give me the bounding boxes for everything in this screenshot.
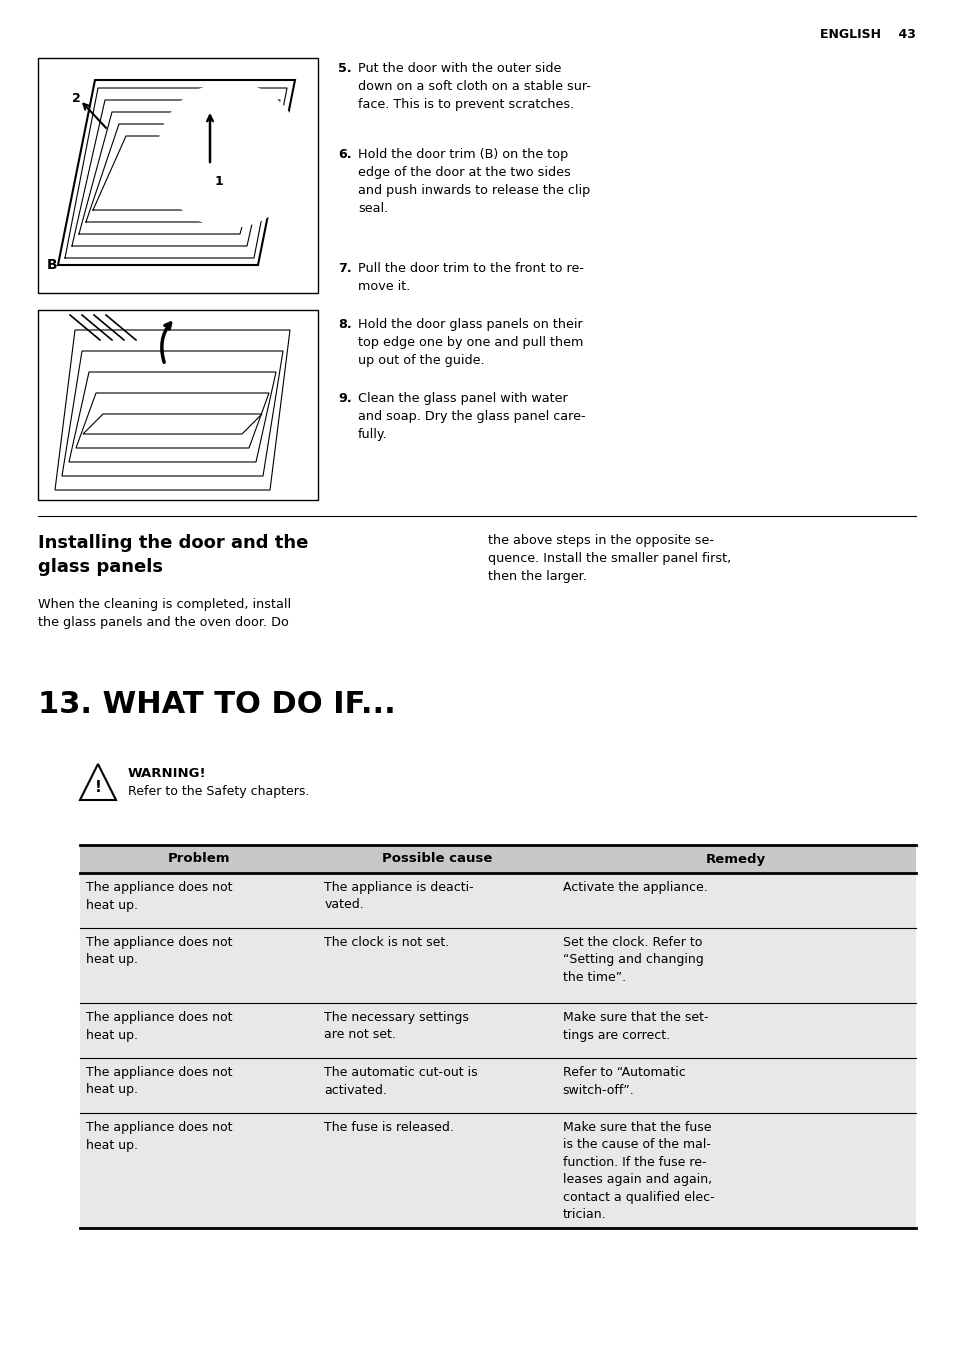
Text: Put the door with the outer side
down on a soft cloth on a stable sur-
face. Thi: Put the door with the outer side down on… [357, 62, 590, 111]
Text: The appliance does not
heat up.: The appliance does not heat up. [86, 1011, 233, 1041]
Bar [80, 1003, 915, 1059]
Bar [80, 873, 915, 927]
Text: Make sure that the set-
tings are correct.: Make sure that the set- tings are correc… [562, 1011, 707, 1041]
Circle shape [158, 82, 302, 227]
Bar [80, 845, 915, 873]
Text: 8.: 8. [337, 318, 352, 331]
Text: Refer to the Safety chapters.: Refer to the Safety chapters. [128, 786, 309, 798]
Text: Installing the door and the
glass panels: Installing the door and the glass panels [38, 534, 308, 576]
Text: 7.: 7. [337, 262, 352, 274]
Text: The appliance does not
heat up.: The appliance does not heat up. [86, 1065, 233, 1096]
Text: Clean the glass panel with water
and soap. Dry the glass panel care-
fully.: Clean the glass panel with water and soa… [357, 392, 585, 441]
Bar [80, 927, 915, 1003]
Polygon shape [55, 330, 290, 489]
Text: 13. WHAT TO DO IF...: 13. WHAT TO DO IF... [38, 690, 395, 719]
Text: WARNING!: WARNING! [128, 767, 207, 780]
Text: The necessary settings
are not set.: The necessary settings are not set. [324, 1011, 469, 1041]
Text: The fuse is released.: The fuse is released. [324, 1121, 454, 1134]
Text: 2: 2 [71, 92, 81, 105]
Text: 6.: 6. [337, 147, 351, 161]
Text: !: ! [94, 780, 101, 795]
Text: When the cleaning is completed, install
the glass panels and the oven door. Do: When the cleaning is completed, install … [38, 598, 291, 629]
Polygon shape [76, 393, 269, 448]
Text: Make sure that the fuse
is the cause of the mal-
function. If the fuse re-
lease: Make sure that the fuse is the cause of … [562, 1121, 714, 1221]
Text: the above steps in the opposite se-
quence. Install the smaller panel first,
the: the above steps in the opposite se- quen… [488, 534, 731, 583]
Text: Set the clock. Refer to
“Setting and changing
the time”.: Set the clock. Refer to “Setting and cha… [562, 936, 702, 984]
Text: Hold the door glass panels on their
top edge one by one and pull them
up out of : Hold the door glass panels on their top … [357, 318, 583, 366]
Text: The appliance does not
heat up.: The appliance does not heat up. [86, 882, 233, 911]
Polygon shape [69, 372, 275, 462]
Text: 9.: 9. [337, 392, 352, 406]
Text: Possible cause: Possible cause [382, 853, 492, 865]
Bar [38, 58, 317, 293]
Text: Hold the door trim (B) on the top
edge of the door at the two sides
and push inw: Hold the door trim (B) on the top edge o… [357, 147, 590, 215]
Polygon shape [58, 80, 294, 265]
Bar [80, 1059, 915, 1113]
Text: B: B [47, 258, 57, 272]
Text: Activate the appliance.: Activate the appliance. [562, 882, 706, 894]
Text: ENGLISH    43: ENGLISH 43 [820, 28, 915, 41]
Text: The clock is not set.: The clock is not set. [324, 936, 449, 949]
Bar [80, 1113, 915, 1228]
Bar [38, 310, 317, 500]
Text: Problem: Problem [168, 853, 230, 865]
Text: The appliance does not
heat up.: The appliance does not heat up. [86, 936, 233, 967]
Text: The appliance does not
heat up.: The appliance does not heat up. [86, 1121, 233, 1152]
Text: The automatic cut-out is
activated.: The automatic cut-out is activated. [324, 1065, 477, 1096]
Text: 5.: 5. [337, 62, 352, 74]
Polygon shape [83, 414, 262, 434]
Polygon shape [62, 352, 283, 476]
Text: Refer to “Automatic
switch-off”.: Refer to “Automatic switch-off”. [562, 1065, 684, 1096]
Text: The appliance is deacti-
vated.: The appliance is deacti- vated. [324, 882, 474, 911]
Text: Pull the door trim to the front to re-
move it.: Pull the door trim to the front to re- m… [357, 262, 583, 293]
Text: 1: 1 [214, 174, 224, 188]
Text: Remedy: Remedy [705, 853, 765, 865]
